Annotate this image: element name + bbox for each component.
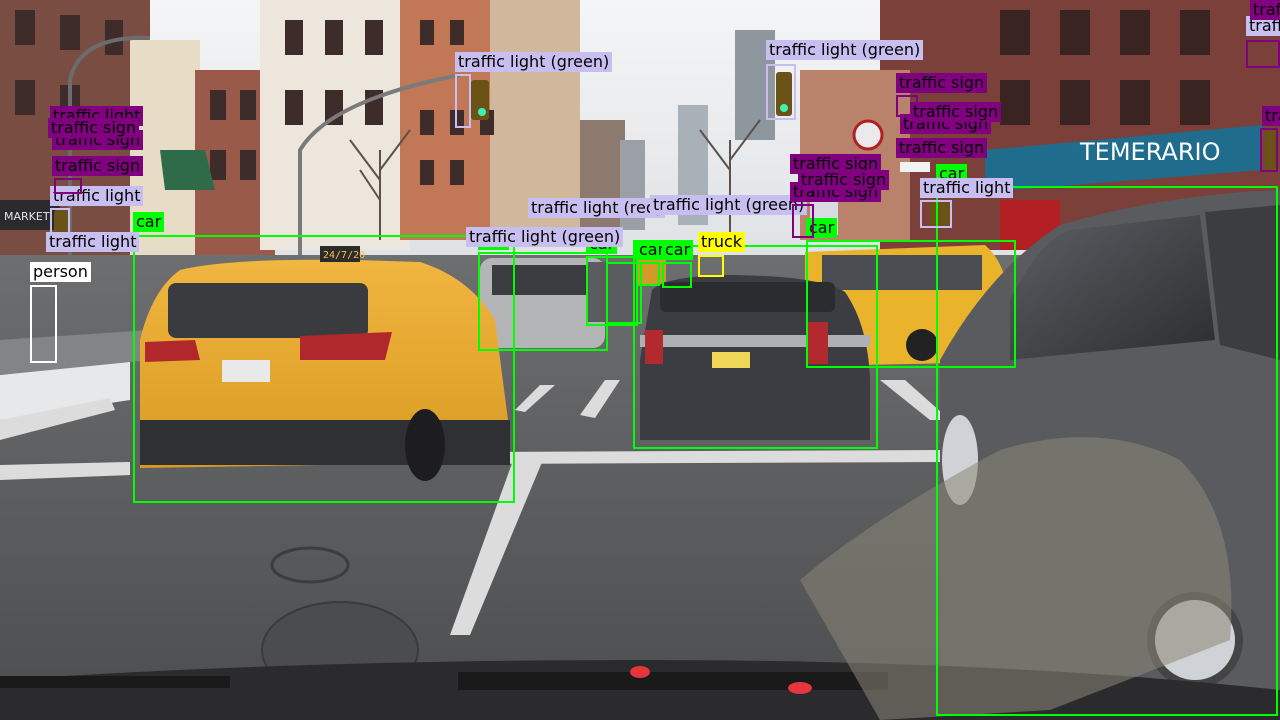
traffic-light-bbox — [766, 64, 796, 120]
traffic-sign-label: traffic sign — [798, 170, 890, 190]
traffic-light-label: traffic light — [920, 178, 1014, 198]
traffic-light-bbox — [1260, 128, 1278, 172]
traffic-light-bbox — [455, 74, 471, 128]
traffic-sign-label: traffic sign — [896, 138, 988, 158]
traffic-sign-label: traffic sign — [790, 154, 882, 174]
traffic-sign-label: traffic sign — [52, 156, 144, 176]
truck-label: truck — [698, 232, 746, 252]
car-label: car — [133, 212, 165, 232]
traffic-sign-label: traffic sign — [1250, 0, 1280, 20]
car-label: car — [662, 240, 694, 260]
traffic-sign-label: traffic sign — [896, 73, 988, 93]
traffic-light-label: traffic light (green) — [650, 195, 808, 215]
car-bbox — [662, 262, 692, 288]
traffic-light-label: traffic light (red) — [528, 198, 666, 218]
car-bbox — [936, 186, 1278, 716]
traffic-light-label: traffic light — [46, 232, 140, 252]
traffic-sign-label: traffic sign — [910, 102, 1002, 122]
traffic-light-bbox — [50, 208, 70, 234]
car-bbox — [133, 235, 515, 503]
traffic-light-label: traffic light (green) — [766, 40, 924, 60]
traffic-sign-label: traffic sign — [48, 118, 140, 138]
taxi-roof-sign: 24/7/20 — [323, 250, 365, 261]
traffic-light-label: traffic light — [50, 186, 144, 206]
car-bbox — [636, 262, 660, 286]
traffic-sign-bbox — [54, 178, 82, 194]
traffic-sign-bbox — [1246, 40, 1280, 68]
car-bbox — [606, 262, 642, 324]
car-bbox — [586, 256, 638, 326]
truck-bbox — [698, 255, 724, 277]
market-sign: MARKET — [4, 210, 50, 223]
traffic-light-label: traffic light (green) — [466, 227, 624, 247]
traffic-light-label: traffic light (green) — [455, 52, 613, 72]
traffic-sign-label: traffic sign — [1262, 106, 1280, 126]
car-bbox — [806, 240, 1016, 368]
traffic-light-label: traffic light — [1246, 16, 1280, 36]
car-label: car — [636, 240, 668, 260]
person-bbox — [30, 285, 57, 363]
traffic-light-bbox — [920, 200, 952, 228]
car-bbox — [633, 245, 878, 449]
person-label: person — [30, 262, 91, 282]
store-sign: TEMERARIO — [1079, 138, 1220, 166]
traffic-sign-bbox — [792, 204, 814, 238]
